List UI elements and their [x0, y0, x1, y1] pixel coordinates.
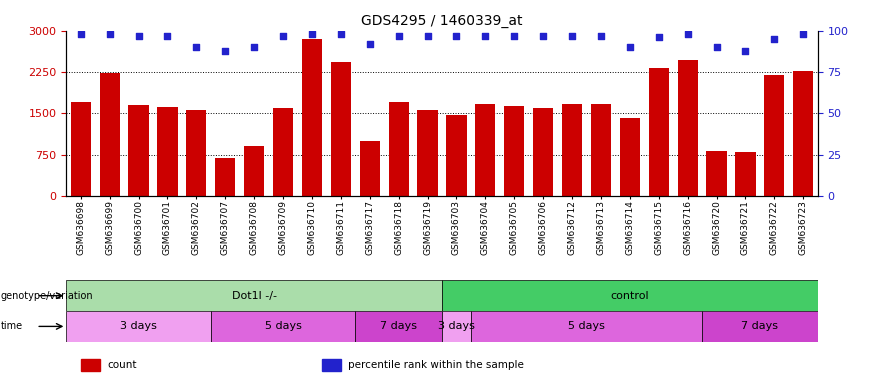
- Text: 7 days: 7 days: [380, 321, 417, 331]
- Text: genotype/variation: genotype/variation: [1, 291, 94, 301]
- Bar: [128, 105, 149, 196]
- Bar: [331, 62, 351, 196]
- Text: time: time: [1, 321, 23, 331]
- Point: [681, 31, 695, 37]
- Point: [565, 33, 579, 39]
- Bar: [765, 75, 784, 196]
- Bar: [81, 359, 100, 371]
- Text: Dot1l -/-: Dot1l -/-: [232, 291, 277, 301]
- Point: [103, 31, 117, 37]
- Bar: [735, 152, 756, 196]
- Bar: [66, 311, 210, 342]
- Point: [507, 33, 522, 39]
- Point: [652, 34, 666, 40]
- Bar: [591, 104, 611, 196]
- Point: [767, 36, 781, 42]
- Bar: [100, 73, 119, 196]
- Bar: [322, 359, 340, 371]
- Bar: [677, 60, 697, 196]
- Text: 3 days: 3 days: [120, 321, 157, 331]
- Bar: [620, 118, 640, 196]
- Point: [276, 33, 290, 39]
- Text: 5 days: 5 days: [568, 321, 605, 331]
- Title: GDS4295 / 1460339_at: GDS4295 / 1460339_at: [362, 14, 522, 28]
- Point: [132, 33, 146, 39]
- Bar: [360, 141, 380, 196]
- Text: 7 days: 7 days: [742, 321, 779, 331]
- Point: [160, 33, 174, 39]
- Bar: [66, 280, 442, 311]
- Point: [478, 33, 492, 39]
- Text: 3 days: 3 days: [438, 321, 475, 331]
- Bar: [355, 311, 442, 342]
- Bar: [301, 39, 322, 196]
- Point: [73, 31, 88, 37]
- Point: [710, 44, 724, 50]
- Bar: [533, 108, 553, 196]
- Bar: [471, 311, 702, 342]
- Point: [189, 44, 203, 50]
- Point: [392, 33, 406, 39]
- Bar: [706, 151, 727, 196]
- Bar: [446, 116, 467, 196]
- Point: [594, 33, 608, 39]
- Bar: [793, 71, 813, 196]
- Bar: [210, 311, 355, 342]
- Bar: [649, 68, 669, 196]
- Bar: [417, 110, 438, 196]
- Bar: [157, 107, 178, 196]
- Point: [334, 31, 348, 37]
- Point: [536, 33, 550, 39]
- Text: control: control: [611, 291, 649, 301]
- Bar: [187, 110, 207, 196]
- Bar: [442, 280, 818, 311]
- Point: [248, 44, 262, 50]
- Point: [218, 48, 232, 54]
- Bar: [389, 102, 408, 196]
- Point: [623, 44, 637, 50]
- Bar: [244, 146, 264, 196]
- Text: 5 days: 5 days: [264, 321, 301, 331]
- Bar: [273, 108, 293, 196]
- Point: [421, 33, 435, 39]
- Point: [796, 31, 811, 37]
- Bar: [562, 104, 583, 196]
- Point: [305, 31, 319, 37]
- Bar: [702, 311, 818, 342]
- Text: percentile rank within the sample: percentile rank within the sample: [348, 360, 524, 370]
- Bar: [71, 102, 91, 196]
- Text: count: count: [108, 360, 137, 370]
- Bar: [215, 159, 235, 196]
- Point: [362, 41, 377, 47]
- Bar: [476, 104, 495, 196]
- Bar: [504, 106, 524, 196]
- Point: [449, 33, 463, 39]
- Point: [738, 48, 752, 54]
- Bar: [442, 311, 471, 342]
